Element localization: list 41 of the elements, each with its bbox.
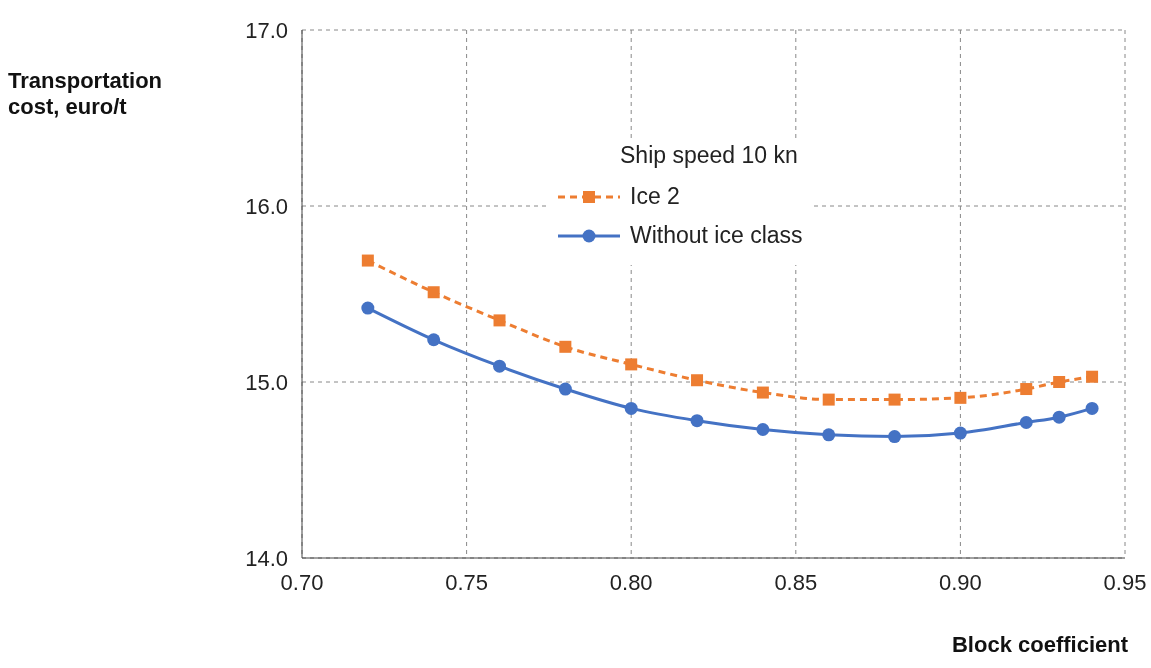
point [822,393,835,406]
point [427,333,441,347]
point [427,286,440,299]
point [953,426,967,440]
point [1052,410,1066,424]
legend-label: Ice 2 [630,183,680,210]
point [559,340,572,353]
point [493,359,507,373]
point [888,393,901,406]
point [1086,370,1099,383]
point [1019,415,1033,429]
point [954,391,967,404]
point [690,414,704,428]
x-tick-label: 0.90 [938,569,982,595]
point [888,430,902,444]
x-tick-label: 0.85 [774,569,818,595]
point [493,314,506,327]
x-axis-title: Block coefficient [951,632,1128,658]
point [756,423,770,437]
point [1085,401,1099,415]
y-tick-label: 14.0 [245,545,288,571]
y-axis-title: Transportation cost, euro/t [8,68,163,120]
point [1020,383,1033,396]
y-tick-label: 15.0 [245,369,288,395]
point [756,386,769,399]
point [558,382,572,396]
point [361,254,374,267]
point [691,374,704,387]
point [624,401,638,415]
legend-label: Without ice class [630,222,803,249]
point [361,301,375,315]
y-tick-label: 16.0 [245,193,288,219]
y-tick-label: 17.0 [245,17,288,43]
x-tick-label: 0.70 [280,569,324,595]
point [822,428,836,442]
legend-title: Ship speed 10 kn [620,142,799,169]
x-tick-label: 0.80 [609,569,653,595]
point [1053,376,1066,388]
point [625,358,638,371]
x-tick-label: 0.75 [445,569,489,595]
x-tick-label: 0.95 [1103,569,1147,595]
